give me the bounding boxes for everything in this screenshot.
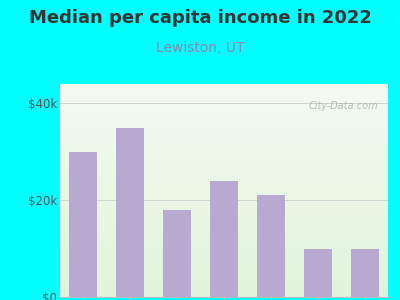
Bar — [163, 210, 191, 297]
Bar — [210, 181, 238, 297]
Bar — [116, 128, 144, 297]
Text: Median per capita income in 2022: Median per capita income in 2022 — [28, 9, 372, 27]
Bar — [304, 249, 332, 297]
Text: City-Data.com: City-Data.com — [308, 101, 378, 111]
Bar — [69, 152, 98, 297]
Bar — [257, 195, 285, 297]
Bar — [350, 249, 379, 297]
Text: Lewiston, UT: Lewiston, UT — [156, 40, 244, 55]
